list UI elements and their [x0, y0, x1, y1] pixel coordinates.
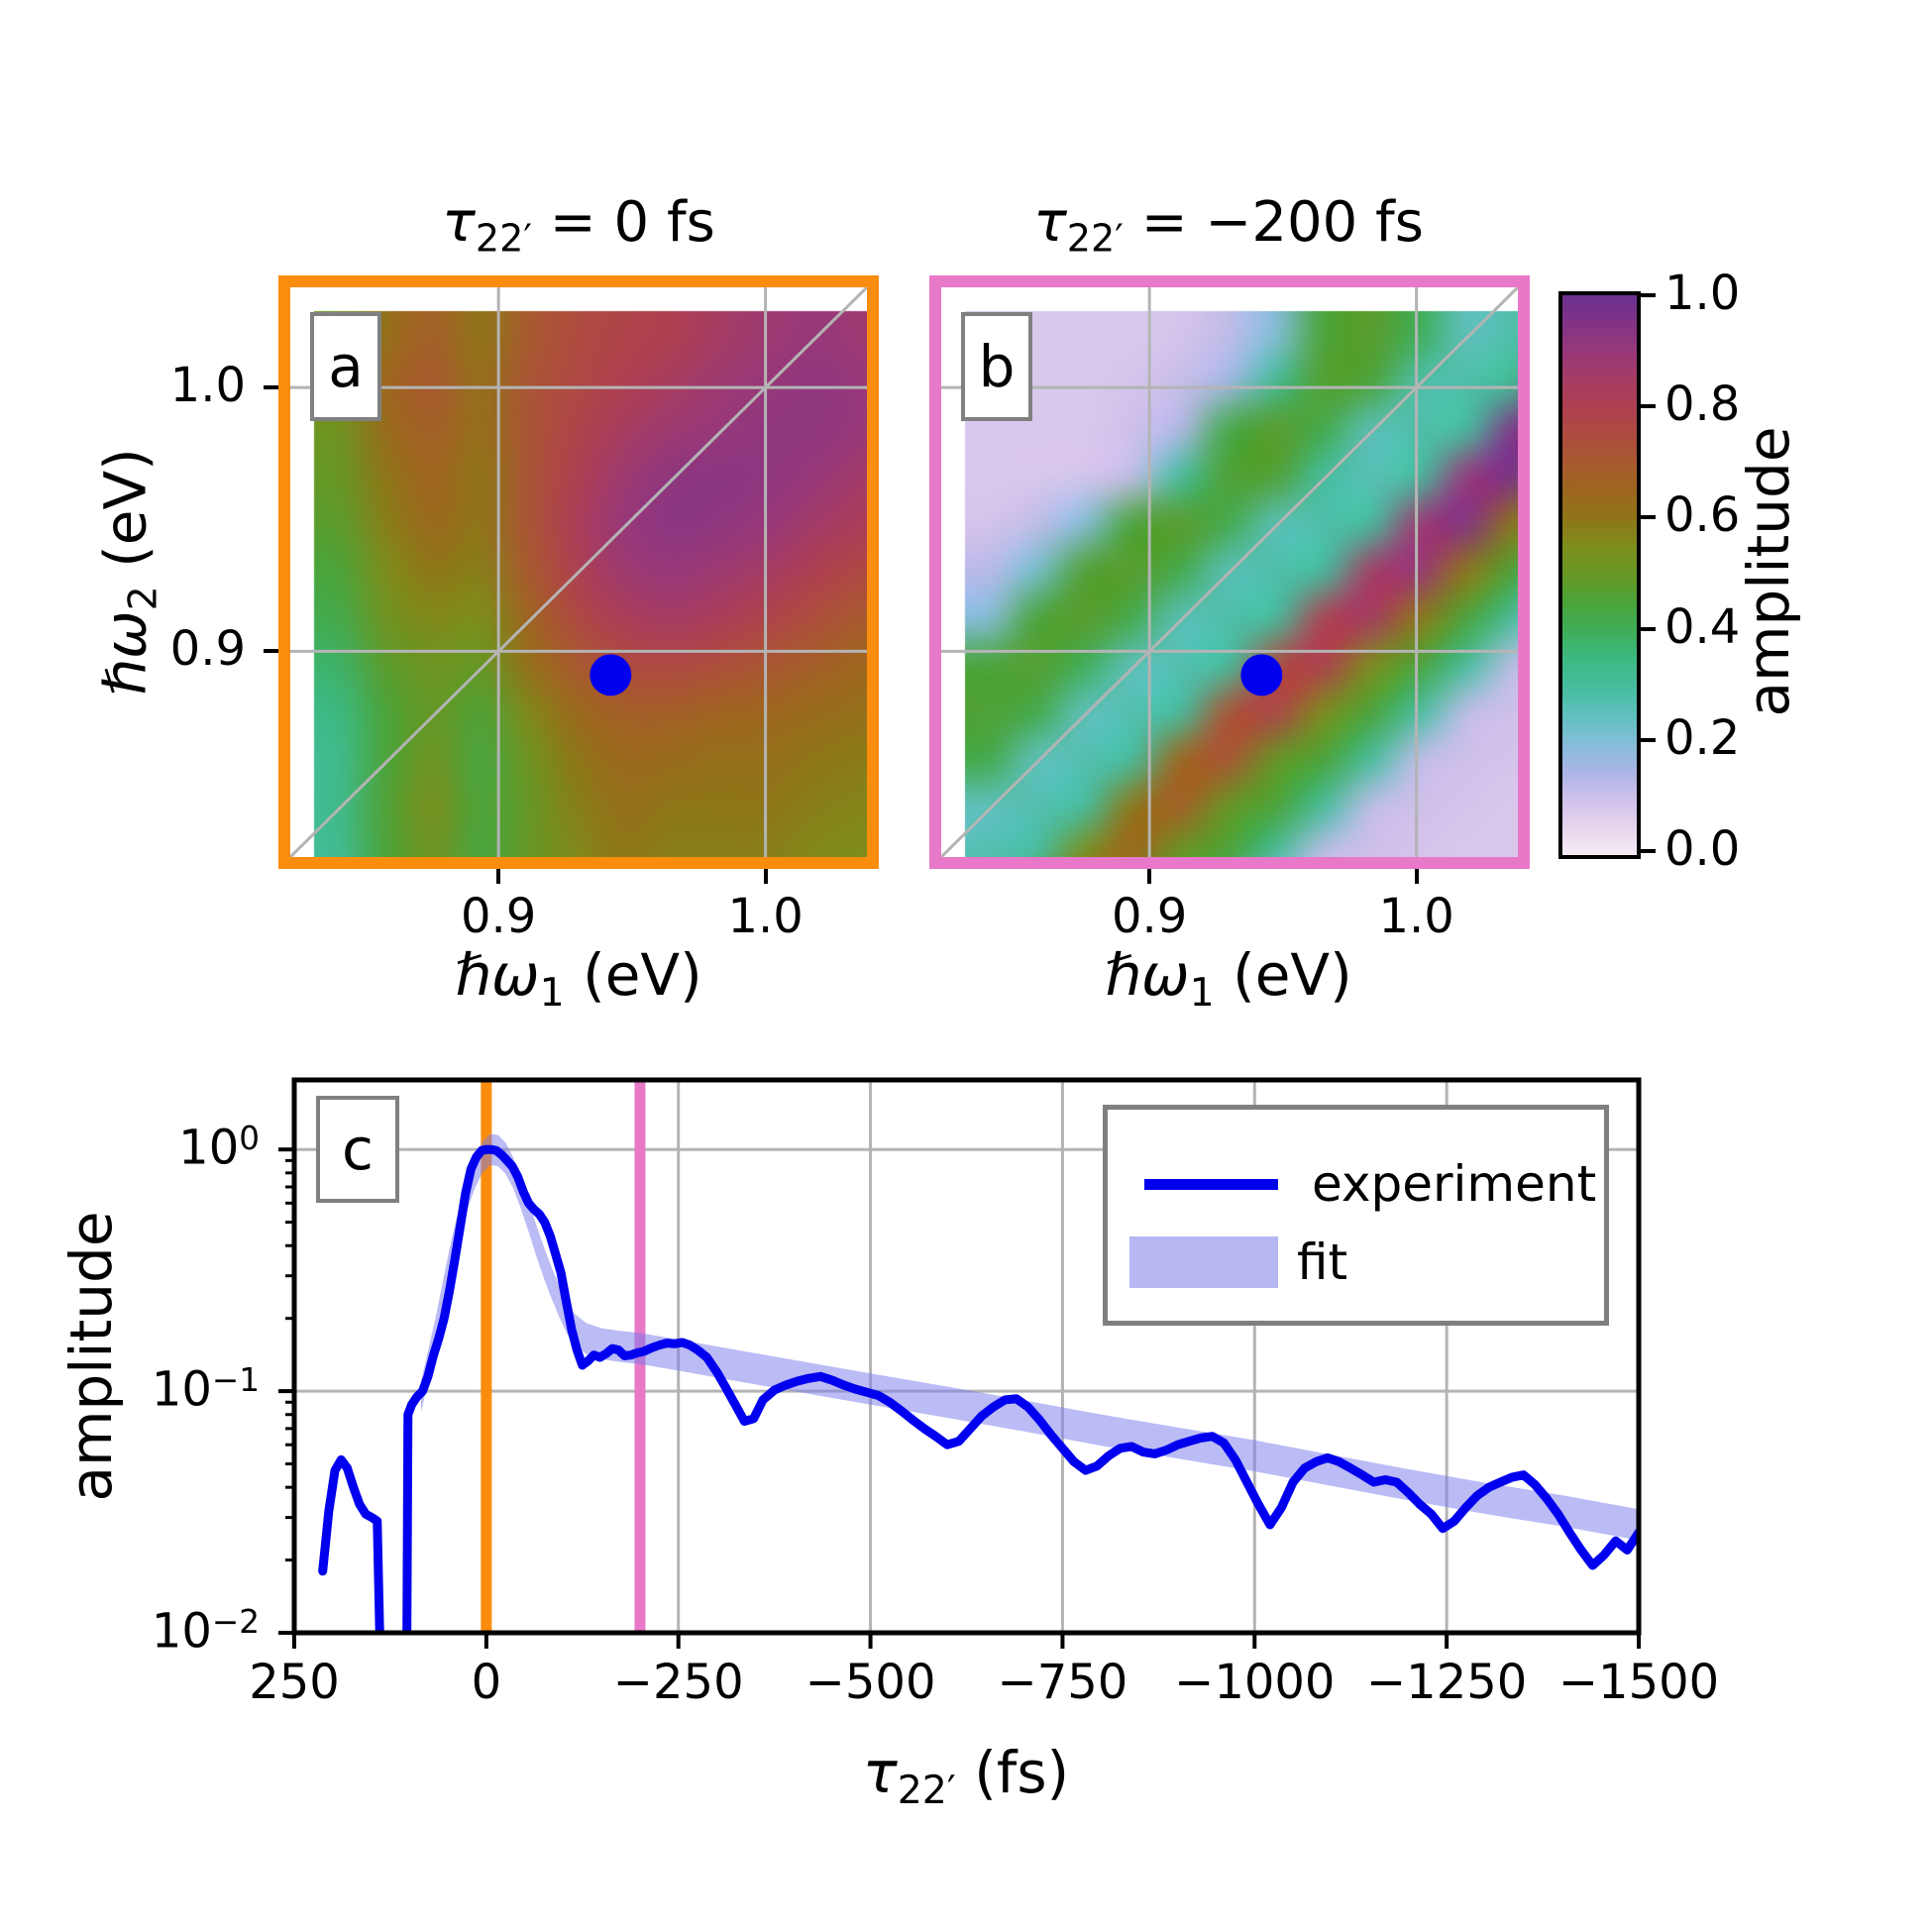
x-tick-label-c: 0: [471, 1655, 502, 1710]
colorbar-tick-label: 0.8: [1664, 376, 1741, 433]
colorbar-tick-mark: [1641, 737, 1656, 742]
panel-b-letter-box: b: [961, 312, 1032, 421]
x-tick-label-ab: 0.9: [460, 889, 537, 944]
panel-c-letter-box: c: [316, 1096, 399, 1203]
y-tick-label-c: 10−2: [151, 1603, 260, 1660]
x-tick-label-ab: 1.0: [1378, 889, 1454, 944]
panel-b-letter: b: [978, 333, 1016, 400]
colorbar-tick-label: 0.0: [1664, 821, 1741, 877]
x-axis-label-a: ℏω1 (eV): [455, 941, 702, 1017]
heatmap-panel-a: a: [278, 275, 879, 869]
colorbar-tick-mark: [1641, 515, 1656, 520]
panel-a-letter: a: [328, 333, 364, 400]
panel-b-title: τ22′ = −200 fs: [1033, 190, 1424, 261]
y-tick-label-c: 100: [178, 1120, 260, 1176]
x-tick-label-ab: 1.0: [727, 889, 804, 944]
x-tick-label-c: −1000: [1174, 1655, 1336, 1710]
x-tick-label-c: 250: [249, 1655, 340, 1710]
x-axis-label-tau: τ22′ (fs): [862, 1739, 1070, 1814]
y-tick-label-a: 0.9: [169, 621, 246, 678]
colorbar-tick-label: 0.6: [1664, 487, 1741, 544]
panel-a-letter-box: a: [310, 312, 381, 421]
x-tick-label-c: −500: [805, 1655, 936, 1710]
colorbar-tick-label: 0.2: [1664, 709, 1741, 766]
x-axis-label-b: ℏω1 (eV): [1105, 941, 1352, 1017]
x-tick-label-ab: 0.9: [1111, 889, 1188, 944]
x-tick-label-c: −250: [612, 1655, 744, 1710]
fit-band-swatch: [1129, 1236, 1278, 1288]
x-tick-label-c: −750: [997, 1655, 1128, 1710]
y-axis-label-amplitude: amplitude: [57, 1211, 125, 1502]
colorbar-tick-mark: [1641, 293, 1656, 297]
heatmap-panel-b: b: [929, 275, 1530, 869]
x-tick-mark-ab: [1414, 869, 1419, 884]
colorbar-label: amplitude: [1735, 426, 1802, 717]
colorbar-tick-mark: [1641, 626, 1656, 631]
x-tick-mark-ab: [496, 869, 501, 884]
heatmap-a-overlay: [290, 287, 867, 857]
y-tick-label-a: 1.0: [169, 358, 246, 414]
legend-label-experiment: experiment: [1312, 1155, 1597, 1213]
x-tick-mark-ab: [1147, 869, 1152, 884]
y-tick-mark-a: [264, 385, 278, 390]
x-tick-label-c: −1250: [1365, 1655, 1528, 1710]
colorbar-tick-mark: [1641, 849, 1656, 853]
x-tick-mark-ab: [763, 869, 768, 884]
y-tick-mark-a: [264, 649, 278, 654]
colorbar-tick-label: 1.0: [1664, 266, 1741, 321]
legend-item-experiment: experiment: [1144, 1155, 1596, 1213]
x-tick-label-c: −1500: [1557, 1655, 1720, 1710]
legend-label-fit: fit: [1297, 1234, 1348, 1291]
colorbar: [1558, 291, 1641, 859]
colorbar-tick-label: 0.4: [1664, 598, 1741, 655]
panel-c-letter: c: [342, 1116, 374, 1183]
y-tick-label-c: 10−1: [151, 1361, 260, 1418]
experiment-line-swatch: [1144, 1178, 1278, 1190]
colorbar-tick-mark: [1641, 404, 1656, 409]
legend: experiment fit: [1103, 1105, 1609, 1326]
panel-a-title: τ22′ = 0 fs: [442, 190, 715, 261]
legend-item-fit: fit: [1129, 1234, 1347, 1291]
heatmap-b-overlay: [941, 287, 1518, 857]
